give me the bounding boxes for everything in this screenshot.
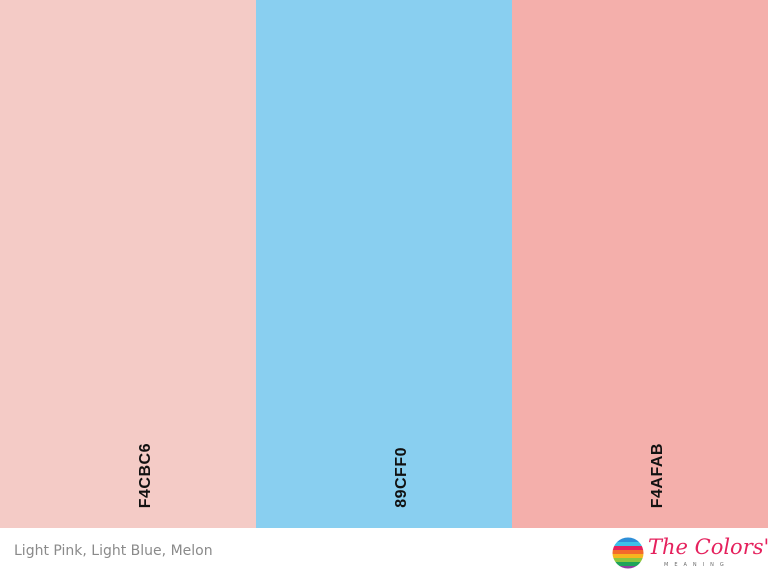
logo-subtitle: MEANING <box>664 562 730 568</box>
swatch-hex-code: F4CBC6 <box>137 442 154 508</box>
colorful-striped-circle-icon <box>612 537 644 569</box>
swatch-light-pink: F4CBC6 <box>0 0 256 528</box>
palette-caption: Light Pink, Light Blue, Melon <box>14 543 213 559</box>
swatch-light-blue: 89CFF0 <box>256 0 512 528</box>
color-swatches: F4CBC6 89CFF0 F4AFAB <box>0 0 768 528</box>
swatch-melon: F4AFAB <box>512 0 768 528</box>
footer: Light Pink, Light Blue, Melon The Colors… <box>0 528 768 576</box>
logo-title: The Colors' <box>648 535 768 559</box>
swatch-hex-code: F4AFAB <box>649 442 666 508</box>
brand-logo: The Colors' MEANING <box>612 534 768 572</box>
swatch-hex-code: 89CFF0 <box>393 447 410 508</box>
